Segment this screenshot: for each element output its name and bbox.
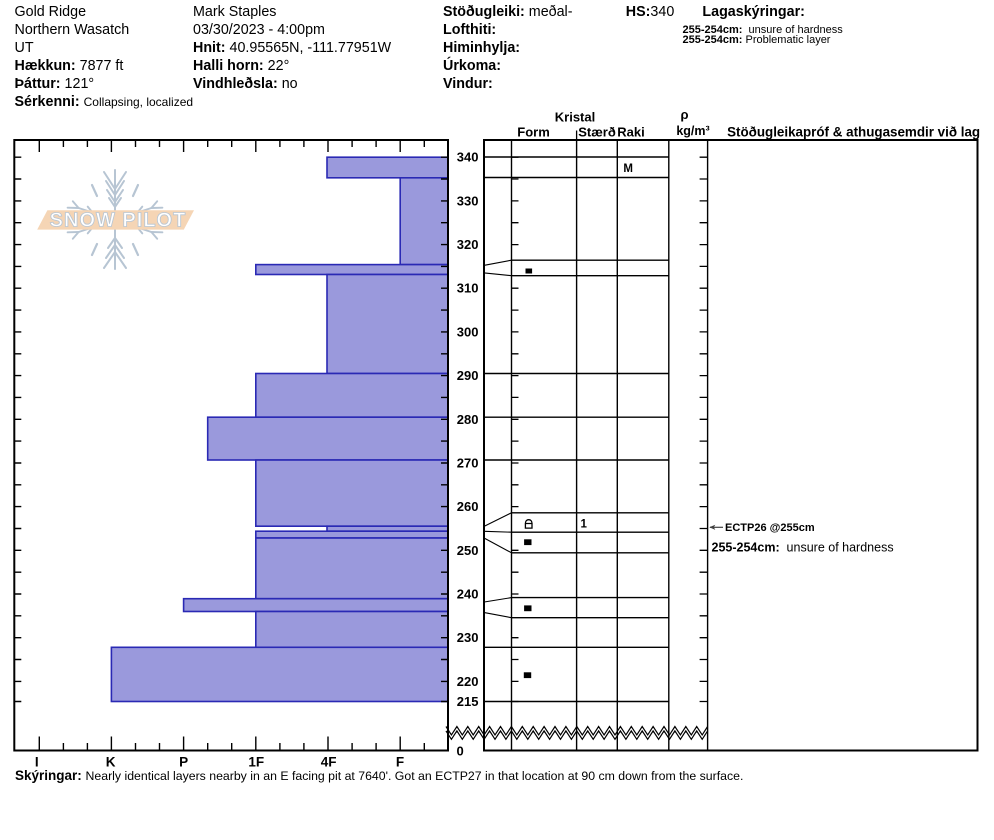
svg-text:340: 340	[457, 150, 479, 165]
svg-text:1: 1	[581, 519, 588, 531]
svg-text:1F: 1F	[248, 755, 264, 770]
svg-text:Stöðugleikapróf & athugasemdir: Stöðugleikapróf & athugasemdir við lag	[727, 125, 980, 140]
svg-text:230: 230	[457, 630, 479, 645]
svg-text:P: P	[179, 755, 188, 770]
svg-text:220: 220	[457, 674, 479, 689]
svg-text:290: 290	[457, 368, 479, 383]
svg-text:255-254cm: unsure of hardness: 255-254cm: unsure of hardness	[712, 541, 894, 555]
svg-text:kg/m³: kg/m³	[676, 124, 709, 138]
svg-text:280: 280	[457, 412, 479, 427]
svg-text:K: K	[106, 755, 116, 770]
svg-text:ρ: ρ	[680, 107, 688, 122]
svg-text:260: 260	[457, 499, 479, 514]
svg-text:250: 250	[457, 543, 479, 558]
svg-text:ECTP26 @255cm: ECTP26 @255cm	[725, 522, 815, 534]
svg-text:4F: 4F	[321, 755, 337, 770]
svg-text:Kristal: Kristal	[555, 110, 595, 125]
svg-text:0: 0	[457, 744, 464, 759]
svg-text:Raki: Raki	[617, 125, 644, 140]
svg-text:215: 215	[457, 694, 479, 709]
svg-text:Stærð: Stærð	[578, 125, 616, 140]
svg-text:M: M	[623, 163, 633, 175]
svg-text:240: 240	[457, 587, 479, 602]
svg-text:SNOW PILOT: SNOW PILOT	[50, 210, 187, 232]
svg-text:320: 320	[457, 237, 479, 252]
svg-text:I: I	[35, 755, 39, 770]
svg-text:310: 310	[457, 281, 479, 296]
svg-text:Form: Form	[517, 125, 550, 140]
svg-text:270: 270	[457, 456, 479, 471]
svg-text:330: 330	[457, 193, 479, 208]
svg-text:F: F	[396, 755, 404, 770]
svg-text:300: 300	[457, 324, 479, 339]
